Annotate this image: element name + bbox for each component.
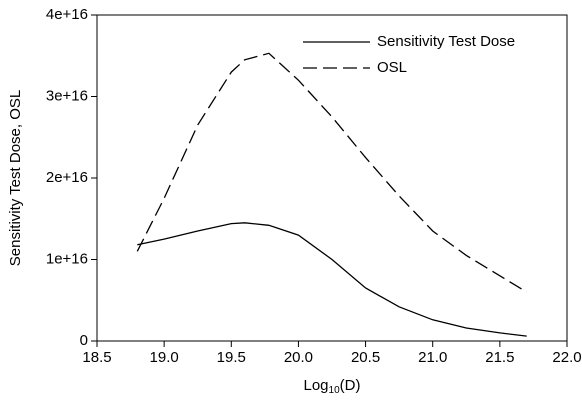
x-tick-label: 20.0: [284, 349, 313, 366]
x-tick-label: 22.0: [552, 349, 581, 366]
legend-label: OSL: [377, 59, 407, 76]
x-tick-label: 21.5: [485, 349, 514, 366]
x-axis-label-subscript: 10: [329, 385, 341, 396]
x-tick-label: 18.5: [82, 349, 111, 366]
legend-label: Sensitivity Test Dose: [377, 33, 515, 50]
y-tick-label: 3e+16: [46, 87, 88, 104]
line-series: [137, 222, 527, 337]
line-series: [136, 52, 528, 293]
x-tick-label: 19.0: [150, 349, 179, 366]
y-tick-label: 0: [80, 332, 88, 349]
plot-frame: [96, 14, 568, 342]
y-tick-label: 2e+16: [46, 169, 88, 186]
y-tick-label: 4e+16: [46, 6, 88, 23]
x-tick-label: 19.5: [217, 349, 246, 366]
x-axis-label-rest: (D): [340, 377, 361, 394]
x-axis-label-base: Log: [304, 377, 329, 394]
x-axis-label: Log10(D): [304, 377, 361, 396]
y-axis-label: Sensitivity Test Dose, OSL: [7, 90, 24, 266]
x-tick-label: 20.5: [351, 349, 380, 366]
x-tick-label: 21.0: [418, 349, 447, 366]
y-tick-label: 1e+16: [46, 250, 88, 267]
